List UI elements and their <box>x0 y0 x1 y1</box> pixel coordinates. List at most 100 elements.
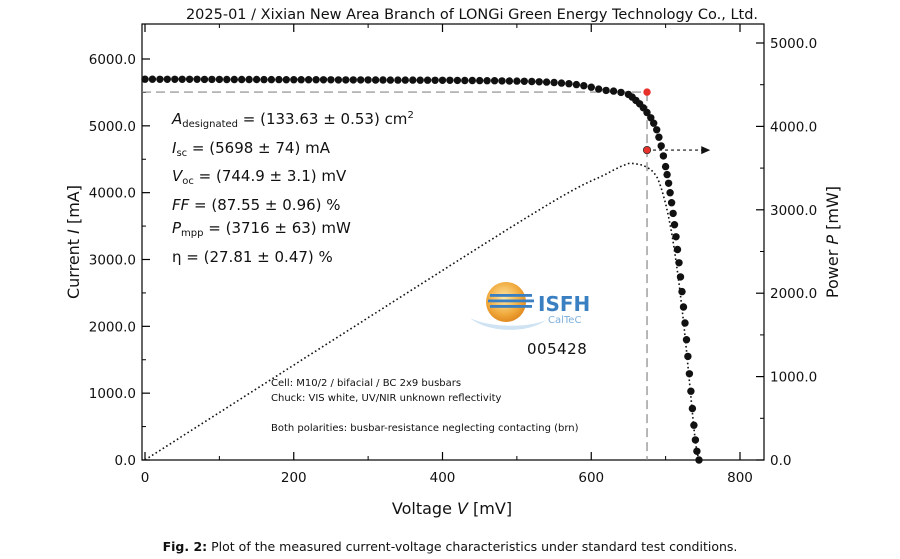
iv-data-point <box>327 76 335 84</box>
x-tick-label: 600 <box>578 470 604 486</box>
logo-stripe <box>490 305 532 308</box>
iv-data-point <box>178 75 186 84</box>
iv-data-point <box>690 421 698 429</box>
iv-data-point <box>565 80 573 88</box>
x-tick-label: 0 <box>141 470 150 486</box>
iv-data-point <box>141 75 149 83</box>
iv-data-point <box>542 78 551 86</box>
y-tick-label: 0.0 <box>115 453 136 469</box>
y2-axis-label-unit: [mW] <box>823 186 842 235</box>
caption-text: Plot of the measured current-voltage cha… <box>207 539 738 554</box>
iv-data-point <box>528 77 536 86</box>
iv-data-point <box>156 75 164 84</box>
x-tick-label: 800 <box>727 470 753 486</box>
iv-data-point <box>386 76 395 84</box>
iv-data-point <box>687 387 695 395</box>
param-pmpp: Pmpp = (3716 ± 63) mW <box>172 219 351 239</box>
iv-data-point <box>223 75 231 84</box>
logo-stripe <box>490 294 532 297</box>
iv-data-point <box>267 75 276 84</box>
iv-data-point <box>193 75 201 84</box>
iv-data-point <box>520 77 528 86</box>
param-ff: FF = (87.55 ± 0.96) % <box>172 195 341 214</box>
iv-data-point <box>681 319 689 327</box>
y-tick-label: 2000.0 <box>89 319 136 335</box>
iv-data-point <box>334 76 343 84</box>
iv-data-point <box>453 76 462 85</box>
iv-data-point <box>409 76 417 84</box>
iv-data-point <box>297 76 305 84</box>
y2-tick-label: 1000.0 <box>770 370 817 386</box>
iv-data-point <box>230 75 238 84</box>
iv-data-point <box>163 75 171 84</box>
chart-title: 2025-01 / Xixian New Area Branch of LONG… <box>186 7 758 23</box>
plot-frame <box>141 23 765 461</box>
param-isc: Isc = (5698 ± 74) mA <box>172 138 330 159</box>
x-axis-label-var: V <box>457 499 469 518</box>
iv-data-point <box>684 352 692 361</box>
y-tick-label: 6000.0 <box>89 52 136 68</box>
x-axis-label-text: Voltage <box>392 499 457 518</box>
x-tick-label: 200 <box>281 470 307 486</box>
iv-data-point <box>468 76 476 85</box>
mpp-marker-power <box>642 145 652 155</box>
iv-data-point <box>312 76 320 84</box>
logo-swoosh <box>470 318 546 330</box>
param-voc: Voc = (744.9 ± 3.1) mV <box>172 167 347 187</box>
iv-data-point <box>438 76 447 85</box>
iv-data-point <box>695 456 703 464</box>
iv-data-point <box>557 79 566 87</box>
iv-data-point <box>260 75 268 84</box>
figure-caption: Fig. 2: Plot of the measured current-vol… <box>0 539 900 554</box>
notes-gap <box>271 406 579 421</box>
iv-data-point <box>676 273 685 281</box>
note-cell: Cell: M10/2 / bifacial / BC 2x9 busbars <box>271 378 462 389</box>
iv-data-point <box>215 75 224 84</box>
iv-data-point <box>513 77 521 85</box>
iv-data-point <box>595 85 603 93</box>
iv-data-point <box>290 76 298 84</box>
y2-tick-label: 4000.0 <box>770 119 817 135</box>
param-area: Adesignated = (133.63 ± 0.53) cm2 <box>172 110 414 130</box>
measurement-notes: Cell: M10/2 / bifacial / BC 2x9 busbars … <box>271 376 579 436</box>
iv-data-point <box>490 77 499 85</box>
iv-data-point <box>238 75 246 84</box>
iv-data-point <box>319 76 328 84</box>
iv-data-point <box>423 76 432 84</box>
mpp-marker-current <box>643 88 651 96</box>
iv-data-point <box>602 86 610 95</box>
y-axis-label: Current I [mA] <box>64 185 83 299</box>
iv-data-point <box>282 76 290 84</box>
power-curve <box>144 162 700 461</box>
iv-data-point <box>643 108 651 117</box>
iv-data-point <box>691 436 700 444</box>
power-arrow-head <box>701 146 711 155</box>
logo-stripe <box>488 299 534 303</box>
iv-data-point <box>498 77 506 85</box>
y-axis-label-unit: [mA] <box>64 185 83 229</box>
isfh-caltec-logo: ISFH CalTeC <box>470 282 590 330</box>
iv-data-point <box>673 245 682 254</box>
iv-data-point <box>685 370 694 378</box>
iv-data-point <box>252 75 261 84</box>
iv-data-point <box>416 76 424 84</box>
y-axis-label-var: I <box>64 229 83 234</box>
note-chuck: Chuck: VIS white, UV/NIR unknown reflect… <box>271 393 502 404</box>
iv-data-point <box>609 87 618 95</box>
note-polarities: Both polarities: busbar-resistance negle… <box>271 423 579 434</box>
iv-data-point <box>587 83 595 91</box>
y-tick-label: 5000.0 <box>89 119 136 135</box>
iv-data-point <box>483 77 491 85</box>
x-tick-label: 400 <box>430 470 456 486</box>
iv-data-point <box>678 287 686 296</box>
measurement-parameters: Adesignated = (133.63 ± 0.53) cm2 Isc = … <box>172 104 414 269</box>
iv-data-point <box>505 77 514 85</box>
iv-data-point <box>688 404 697 413</box>
iv-data-point <box>364 76 372 84</box>
iv-data-point <box>394 76 402 84</box>
iv-data-point <box>275 75 283 84</box>
iv-data-point <box>461 76 469 85</box>
param-eta: η = (27.81 ± 0.47) % <box>172 247 333 266</box>
y2-tick-label: 3000.0 <box>770 203 817 219</box>
iv-data-point <box>664 179 673 187</box>
